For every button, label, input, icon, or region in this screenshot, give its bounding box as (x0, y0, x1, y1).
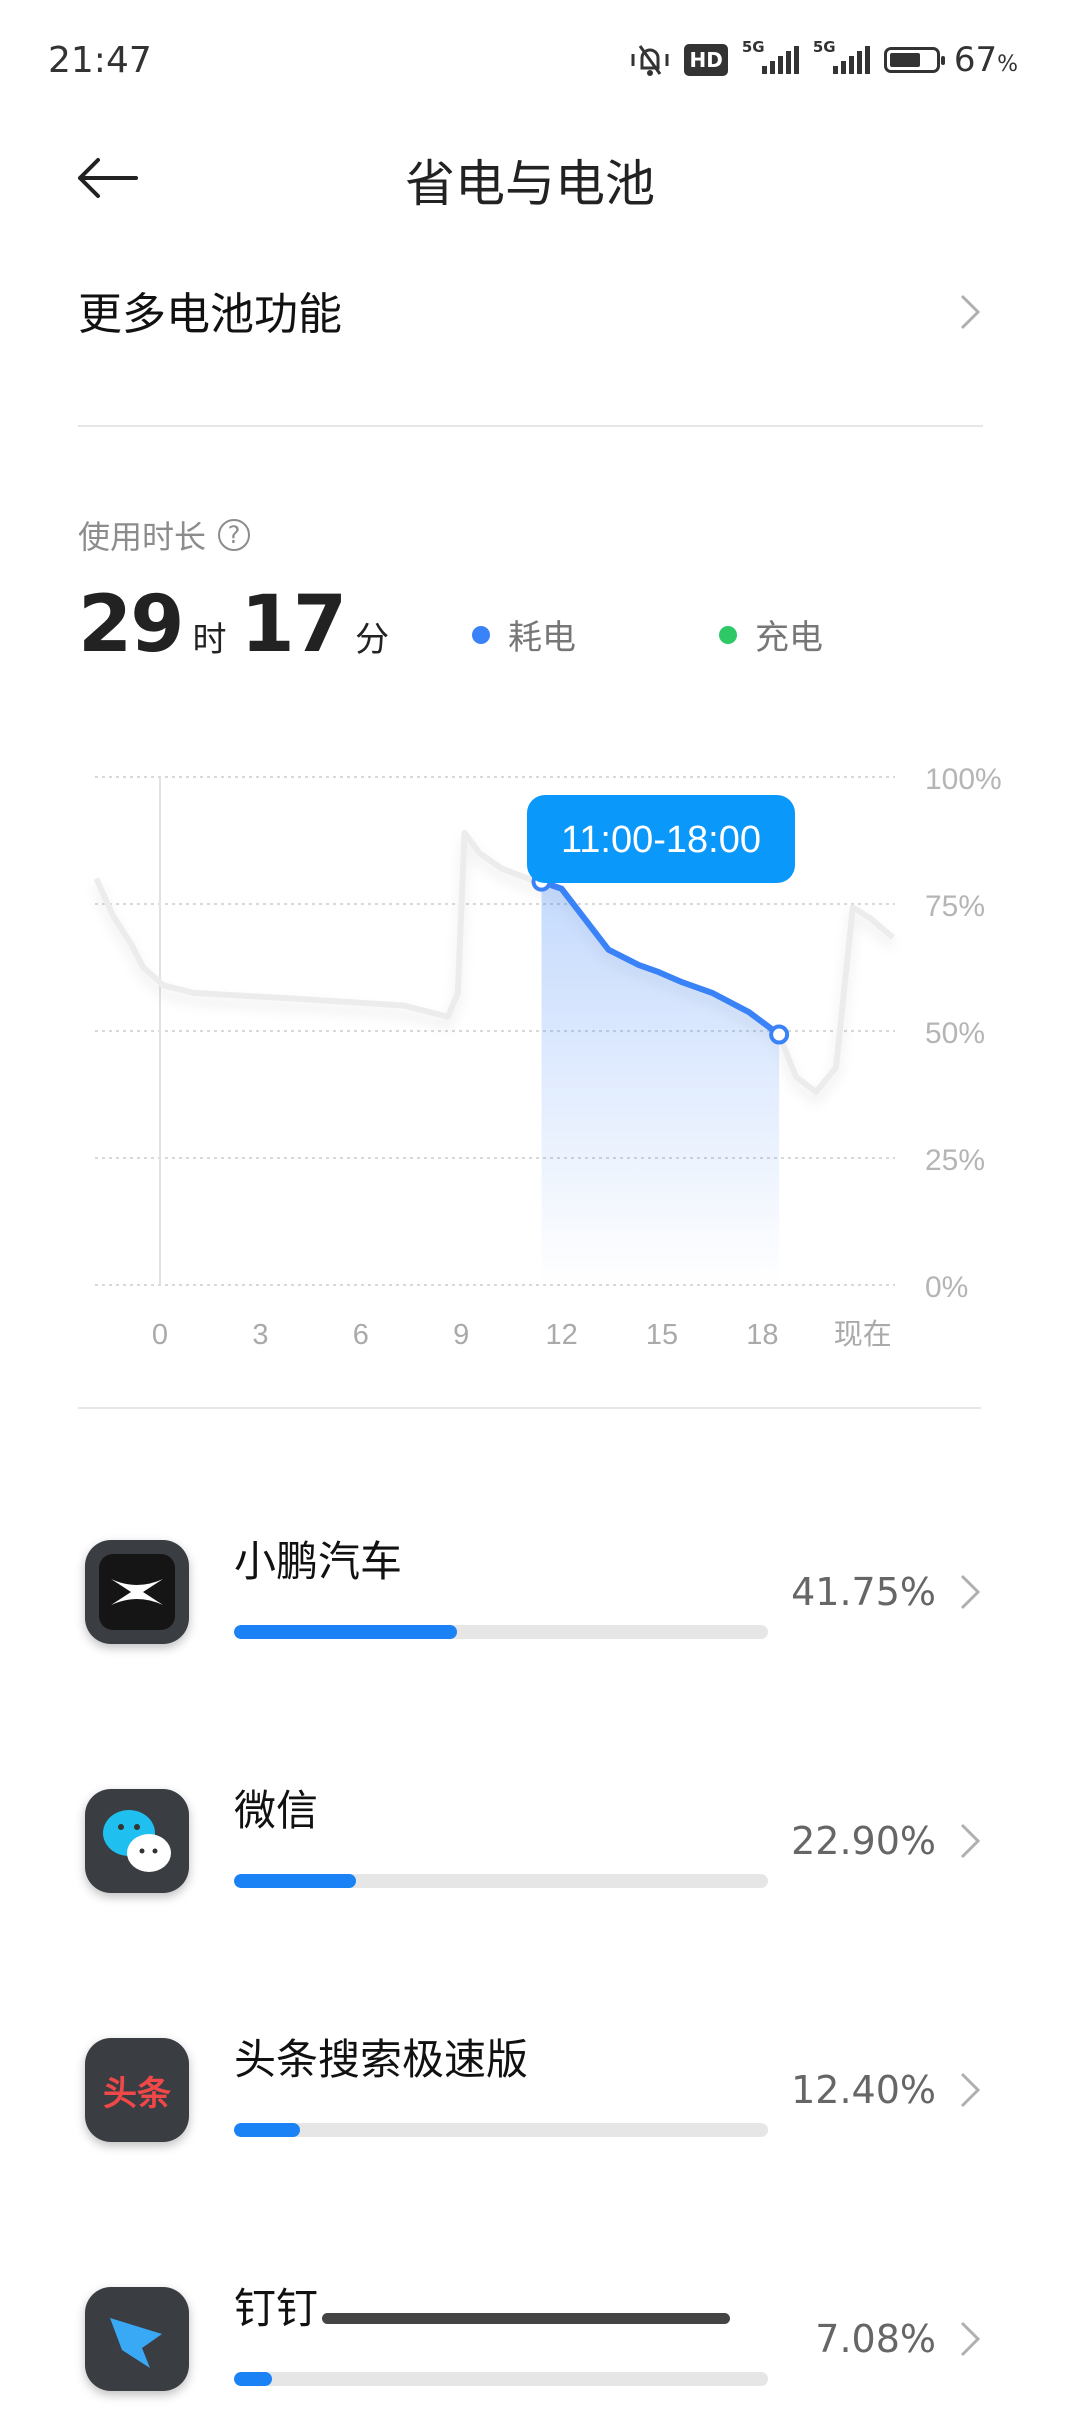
usage-minutes: 17 (240, 580, 348, 670)
usage-bar (234, 2372, 768, 2386)
app-percent: 22.90% (791, 1819, 936, 1863)
signal-5g-icon: 5G (813, 38, 870, 74)
usage-label-text: 使用时长 (78, 518, 207, 556)
chevron-right-icon (960, 1574, 981, 1610)
legend-label: 耗电 (508, 618, 576, 658)
chevron-right-icon (960, 1823, 981, 1859)
dingtalk-icon (85, 2287, 189, 2391)
divider (78, 1407, 981, 1409)
legend-label: 充电 (755, 618, 823, 658)
usage-duration: 29 时 17 分 (78, 580, 403, 670)
chevron-right-icon (960, 2321, 981, 2357)
tooltip-text: 11:00-18:00 (561, 819, 761, 861)
signal-5g-icon: 5G (742, 38, 799, 74)
legend-charging: 充电 (719, 610, 823, 659)
app-percent: 41.75% (791, 1570, 936, 1614)
app-percent: 12.40% (791, 2068, 936, 2112)
usage-bar-fill (234, 2123, 301, 2137)
x-tick-label: 18 (746, 1319, 778, 1351)
usage-hours: 29 (78, 580, 185, 670)
usage-duration-label: 使用时长 ? (78, 512, 251, 558)
range-handle-point (769, 1024, 790, 1045)
highlight-area (541, 881, 780, 1285)
y-tick-label: 0% (925, 1271, 968, 1304)
app-row[interactable]: 钉钉 7.08% (0, 2267, 1080, 2417)
y-tick-label: 75% (925, 890, 985, 923)
usage-bar-fill (234, 1874, 357, 1888)
more-battery-features-label: 更多电池功能 (78, 289, 342, 340)
chart-tooltip: 11:00-18:00 (527, 795, 795, 883)
help-icon[interactable]: ? (218, 519, 251, 551)
chevron-right-icon (960, 294, 981, 330)
x-tick-label: 0 (152, 1319, 168, 1351)
x-tick-label: 15 (646, 1319, 678, 1351)
x-tick-label: 12 (545, 1319, 577, 1351)
hd-voice-icon: HD (684, 44, 728, 76)
app-row[interactable]: 微信 22.90% (0, 1769, 1080, 1919)
arrow-left-icon (78, 158, 138, 198)
app-name: 小鹏汽车 (234, 1537, 403, 1586)
app-name: 微信 (234, 1786, 319, 1835)
status-icons: HD 5G 5G 67% (630, 38, 1018, 80)
app-name: 钉钉 (234, 2284, 319, 2333)
y-tick-label: 50% (925, 1017, 985, 1050)
x-tick-label: 现在 (834, 1318, 892, 1351)
app-percent: 7.08% (815, 2317, 936, 2361)
x-tick-label: 9 (453, 1319, 469, 1351)
xpeng-icon (85, 1540, 189, 1644)
usage-bar (234, 1625, 768, 1639)
legend-dot-icon (472, 625, 490, 644)
app-name: 头条搜索极速版 (234, 2035, 529, 2084)
legend-consumption: 耗电 (472, 610, 576, 659)
legend-dot-icon (719, 625, 737, 644)
back-button[interactable] (70, 150, 142, 206)
x-tick-label: 6 (353, 1319, 369, 1351)
highlight-series-line (540, 878, 781, 1037)
y-tick-label: 100% (925, 763, 1002, 796)
tooltip-box (527, 795, 795, 883)
usage-bar (234, 1874, 768, 1888)
app-row[interactable]: 小鹏汽车 41.75% (0, 1520, 1080, 1670)
app-row[interactable]: 头条 头条搜索极速版 12.40% (0, 2018, 1080, 2168)
page-title: 省电与电池 (405, 155, 655, 213)
x-tick-label: 3 (252, 1319, 268, 1351)
toutiao-icon: 头条 (85, 2038, 189, 2142)
battery-icon (883, 47, 945, 73)
usage-minutes-unit: 分 (355, 620, 390, 660)
usage-bar-fill (234, 1625, 457, 1639)
gesture-bar[interactable] (322, 2313, 730, 2324)
more-battery-features-row[interactable]: 更多电池功能 (0, 260, 1080, 360)
battery-chart[interactable]: 0 3 6 9 12 15 18 现在 100% 75% 50% 25% 0% 11:00-18:00 (0, 740, 1080, 1380)
battery-percent: 67% (953, 40, 1018, 80)
wechat-icon (85, 1789, 189, 1893)
chevron-right-icon (960, 2072, 981, 2108)
usage-bar-fill (234, 2372, 272, 2386)
status-time: 21:47 (48, 40, 152, 81)
usage-hours-unit: 时 (192, 620, 227, 660)
divider (78, 425, 983, 427)
mute-bell-icon (631, 45, 669, 76)
usage-bar (234, 2123, 768, 2137)
y-tick-label: 25% (925, 1144, 985, 1177)
